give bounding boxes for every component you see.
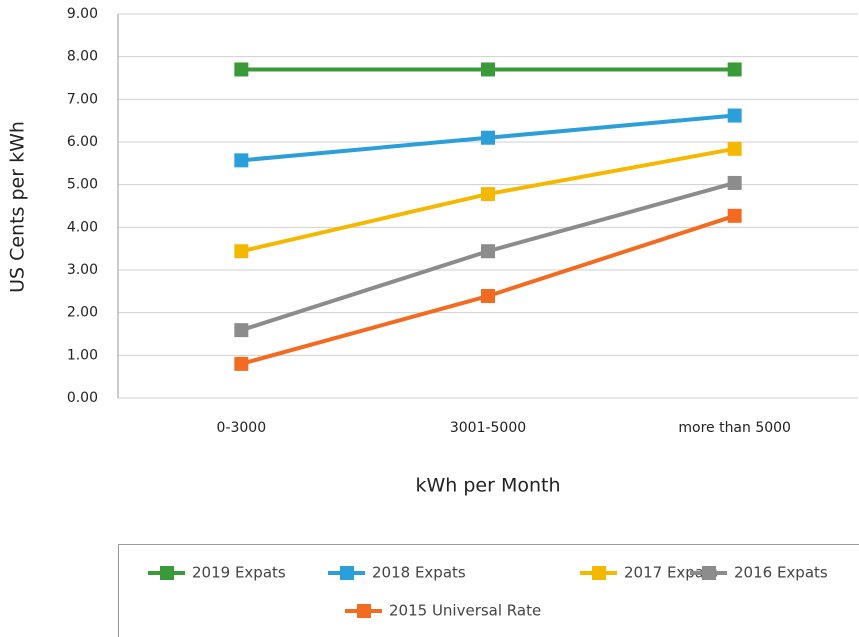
data-point: [727, 108, 742, 123]
legend-swatch: [160, 566, 174, 580]
data-point: [234, 62, 249, 77]
data-point: [234, 244, 249, 259]
data-point: [727, 62, 742, 77]
x-axis-label: kWh per Month: [415, 475, 560, 497]
data-point: [481, 62, 495, 77]
data-point: [234, 356, 249, 371]
data-point: [481, 130, 495, 145]
legend-swatch: [592, 566, 606, 580]
x-tick-label: more than 5000: [678, 420, 791, 436]
y-tick-label: 9.00: [67, 6, 98, 22]
legend-label: 2016 Expats: [734, 564, 828, 582]
x-tick-label: 0-3000: [217, 420, 267, 436]
data-point: [727, 175, 742, 190]
legend-label: 2015 Universal Rate: [389, 602, 541, 620]
legend-swatch: [357, 604, 371, 618]
data-point: [481, 289, 495, 304]
data-point: [727, 141, 742, 156]
data-point: [234, 323, 249, 338]
legend-label: 2018 Expats: [372, 564, 466, 582]
y-tick-label: 1.00: [67, 347, 98, 363]
data-point: [727, 208, 742, 223]
y-axis-label: US Cents per kWh: [7, 121, 29, 293]
y-tick-label: 4.00: [67, 219, 98, 235]
data-point: [481, 187, 495, 202]
data-point: [234, 153, 249, 168]
legend-label: 2019 Expats: [192, 564, 286, 582]
y-tick-label: 0.00: [67, 390, 98, 406]
y-tick-label: 2.00: [67, 305, 98, 321]
y-tick-label: 6.00: [67, 134, 98, 150]
legend-swatch: [340, 566, 354, 580]
y-tick-label: 3.00: [67, 262, 98, 278]
legend-swatch: [702, 566, 716, 580]
legend-label: 2017 Expats: [624, 564, 718, 582]
legend-box: [118, 544, 859, 637]
y-tick-label: 7.00: [67, 91, 98, 107]
data-point: [481, 244, 495, 259]
y-tick-label: 8.00: [67, 49, 98, 65]
x-tick-label: 3001-5000: [450, 420, 526, 436]
y-tick-label: 5.00: [67, 177, 98, 193]
